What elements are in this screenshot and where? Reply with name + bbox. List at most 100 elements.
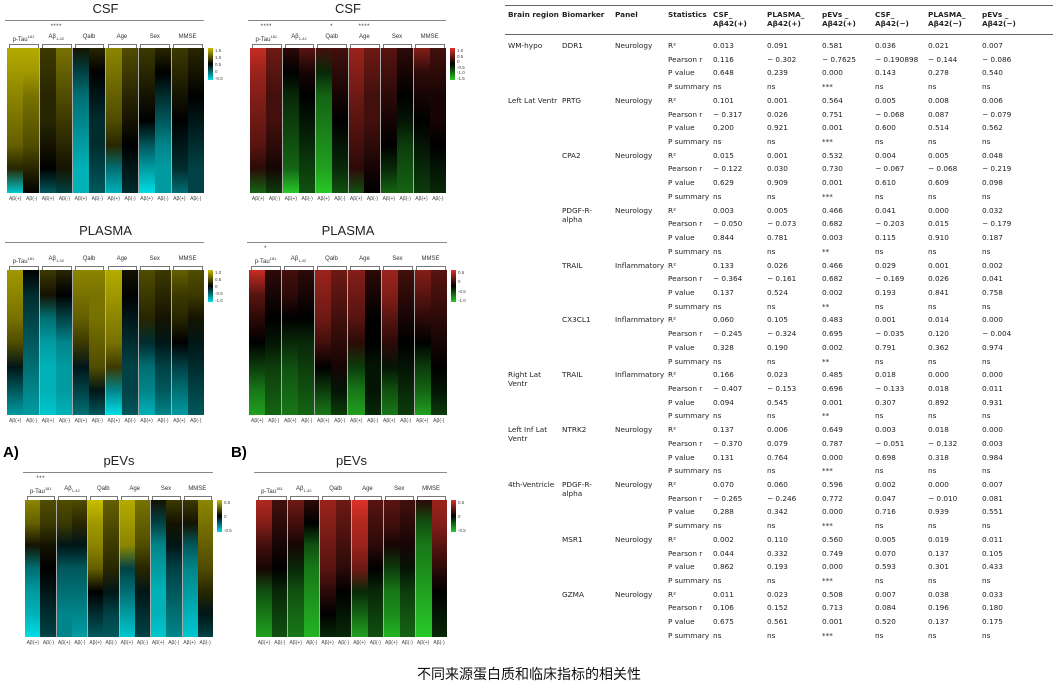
table-row: P summary ns ns *** ns ns ns xyxy=(505,518,1053,532)
table-cell: − 0.133 xyxy=(875,383,905,393)
table-cell: 0.551 xyxy=(982,507,1003,517)
group-bracket xyxy=(74,44,105,48)
group-subscript: 1-42 xyxy=(55,36,64,42)
table-cell: ns xyxy=(875,356,884,366)
column-label: Aβ(-) xyxy=(74,640,86,646)
column-label: Aβ(+) xyxy=(251,196,265,202)
group-separator xyxy=(72,48,73,193)
group-label: p-Tau181 xyxy=(249,256,282,265)
table-cell: 0.560 xyxy=(822,534,843,544)
table-cell: 0.000 xyxy=(928,370,949,380)
table-cell: *** xyxy=(822,521,833,531)
colorbar-tick-label: 0 xyxy=(224,514,227,519)
group-name: Age xyxy=(362,486,373,492)
group-bracket xyxy=(27,496,56,500)
column-label: Aβ(-) xyxy=(274,640,286,646)
column-label: Aβ(+) xyxy=(284,196,298,202)
table-cell: 0.003 xyxy=(875,425,896,435)
heatmap-column xyxy=(56,48,72,193)
statistic-label: P value xyxy=(668,342,695,352)
table-cell: 0.713 xyxy=(822,603,843,613)
column-label: Aβ(+) xyxy=(415,196,428,202)
table-cell: ns xyxy=(928,466,937,476)
title-rule xyxy=(23,472,213,473)
group-label: p-Tau181 xyxy=(256,486,288,495)
table-cell: 0.695 xyxy=(822,329,843,339)
group-separator xyxy=(380,48,382,193)
table-cell: *** xyxy=(822,82,833,92)
group-separator xyxy=(383,500,384,637)
table-cell: 0.005 xyxy=(875,95,896,105)
table-cell: 0.001 xyxy=(767,150,788,160)
table-cell: 0.002 xyxy=(713,534,734,544)
column-header: CSF_ Aβ42(−) xyxy=(875,10,909,28)
column-header: PLASMA_ Aβ42(+) xyxy=(767,10,805,28)
column-label: Aβ(-) xyxy=(190,196,202,202)
table-row: Pearson r − 0.407 − 0.153 0.696 − 0.133 0.018… xyxy=(505,381,1053,395)
table-cell: 0.014 xyxy=(928,315,949,325)
group-separator xyxy=(171,270,172,415)
table-cell: ns xyxy=(982,246,991,256)
statistic-label: Pearson r xyxy=(668,219,703,229)
table-cell: ns xyxy=(982,301,991,311)
table-cell: ns xyxy=(928,137,937,147)
statistic-label: P summary xyxy=(668,82,710,92)
table-cell: 0.015 xyxy=(928,219,949,229)
table-cell: ns xyxy=(875,466,884,476)
group-subscript: 1-42 xyxy=(298,36,307,42)
heatmap-column xyxy=(384,500,400,637)
table-cell: 0.011 xyxy=(982,534,1003,544)
heatmap-column xyxy=(430,270,447,415)
group-subscript: 1-42 xyxy=(55,258,64,264)
table-cell: 0.000 xyxy=(928,205,949,215)
column-label: Aβ(-) xyxy=(26,418,38,424)
table-cell: − 0.179 xyxy=(982,219,1012,229)
heatmap-column xyxy=(73,270,89,415)
title-rule xyxy=(254,472,447,473)
table-cell: 0.007 xyxy=(875,589,896,599)
column-label: Aβ(-) xyxy=(369,640,381,646)
table-cell: ns xyxy=(928,521,937,531)
group-name: MMSE xyxy=(178,256,197,262)
table-cell: − 0.324 xyxy=(767,329,797,339)
table-cell: 0.001 xyxy=(822,397,843,407)
group-bracket xyxy=(317,44,347,48)
column-label: Aβ(-) xyxy=(433,640,445,646)
group-label: MMSE xyxy=(171,34,204,40)
table-cell: ns xyxy=(767,411,776,421)
group-name: MMSE xyxy=(178,34,197,40)
group-bracket xyxy=(258,496,287,500)
title-rule xyxy=(5,242,204,243)
table-cell: − 0.144 xyxy=(928,54,958,64)
column-label: Aβ(+) xyxy=(284,418,297,424)
table-row: P value 0.862 0.193 0.000 0.593 0.301 0.433 xyxy=(505,559,1053,573)
column-header: Panel xyxy=(615,10,638,19)
colorbar-tick-label: 0.5 xyxy=(215,62,222,67)
group-name: Age xyxy=(359,256,370,262)
column-label: Aβ(+) xyxy=(89,640,102,646)
table-cell: 0.105 xyxy=(982,548,1003,558)
group-name: p-Tau xyxy=(261,489,277,495)
group-name: Aβ xyxy=(290,256,299,262)
table-cell: − 0.245 xyxy=(713,329,743,339)
group-separator xyxy=(181,500,183,637)
table-cell: ns xyxy=(767,521,776,531)
statistic-label: P summary xyxy=(668,630,710,640)
table-cell: 0.001 xyxy=(822,123,843,133)
table-cell: 0.239 xyxy=(767,68,788,78)
colorbar xyxy=(208,48,213,80)
heatmap-column xyxy=(172,48,188,193)
table-cell: ns xyxy=(767,630,776,640)
table-cell: 0.000 xyxy=(822,562,843,572)
table-row: Pearson r − 0.050 − 0.073 0.682 − 0.203 0.015… xyxy=(505,216,1053,230)
column-header: pEVs _ Aβ42(−) xyxy=(982,10,1016,28)
heatmap-column xyxy=(56,500,72,637)
group-subscript: 1-42 xyxy=(71,488,80,494)
table-cell: ns xyxy=(875,191,884,201)
table-cell: 0.682 xyxy=(822,274,843,284)
colorbar-tick-label: -1.0 xyxy=(457,70,465,76)
table-cell: 0.342 xyxy=(767,507,788,517)
statistic-label: P value xyxy=(668,123,695,133)
colorbar-tick-label: 1.0 xyxy=(215,55,222,60)
colorbar-tick-label: 0.5 xyxy=(458,500,465,505)
